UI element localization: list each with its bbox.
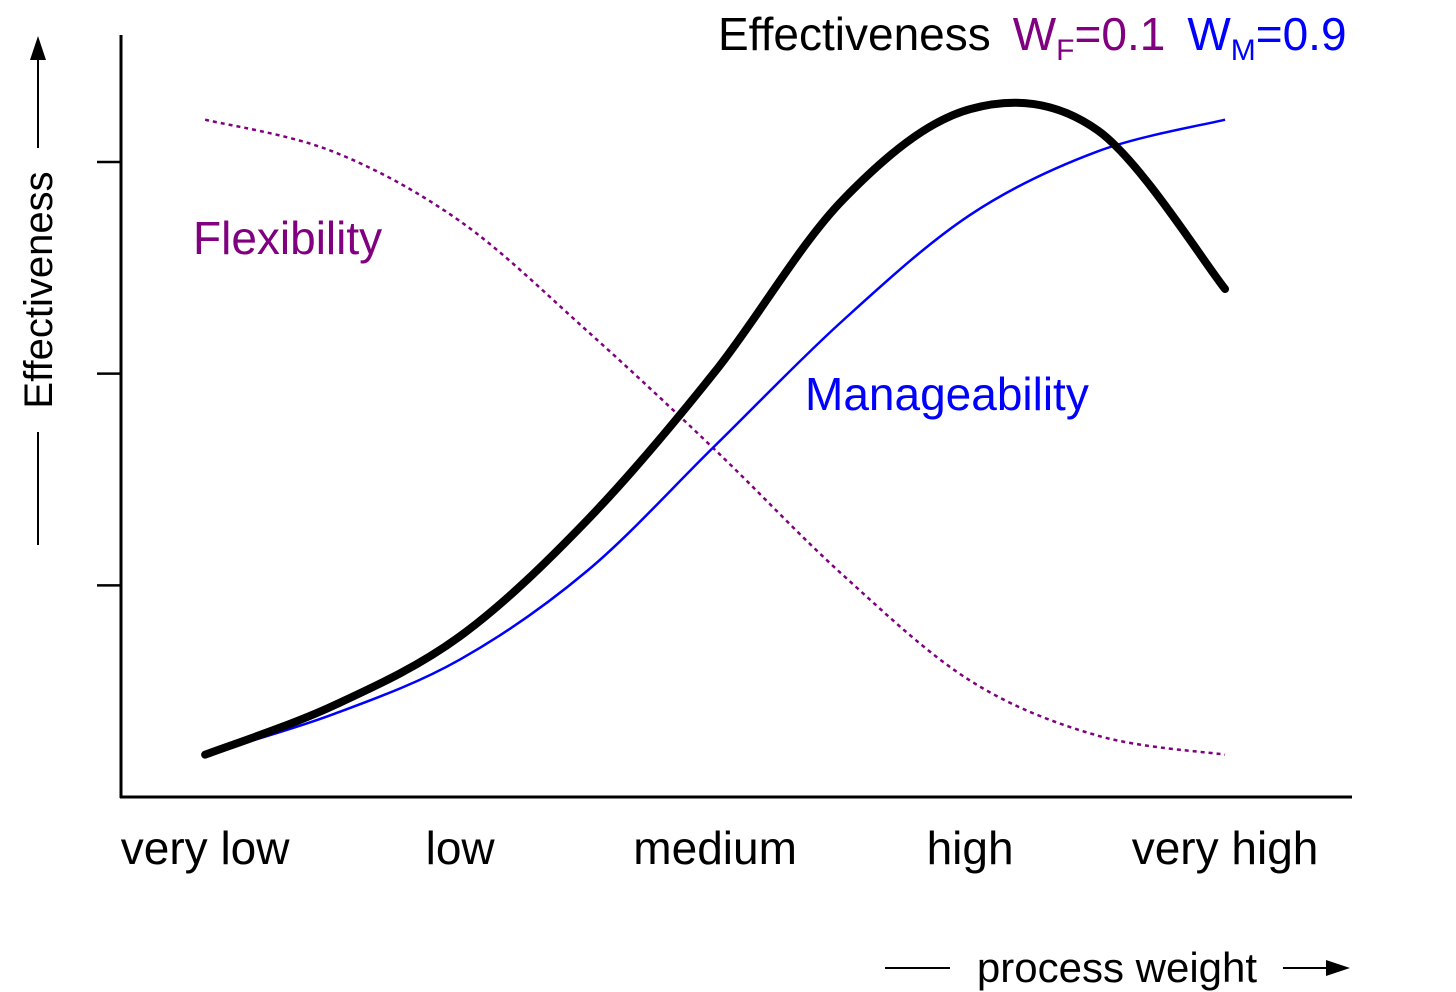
title-rest: =0.9 [1256,8,1347,60]
title-part: W [1013,8,1057,60]
x-axis-label: process weight [977,944,1257,991]
y-label-arrowhead [30,36,46,60]
series-line [204,118,1226,756]
title-part: Effectiveness [718,8,991,60]
x-label-group: process weight [885,944,1350,991]
series-line [201,98,1230,759]
x-tick-label: very low [121,822,290,874]
series-label: Flexibility [193,212,382,264]
title-subscript: F [1056,34,1074,67]
series-label: Manageability [805,368,1089,420]
x-tick-label: high [927,822,1014,874]
x-tick-label: low [426,822,496,874]
y-label-group: Effectiveness [17,36,61,545]
chart-title: Effectiveness WF=0.1 WM=0.9 [718,8,1347,67]
title-subscript: M [1231,34,1256,67]
series-line [204,118,1226,756]
title-part: W [1187,8,1231,60]
x-tick-label: medium [633,822,797,874]
x-tick-label: very high [1132,822,1319,874]
y-axis-label: Effectiveness [17,171,61,408]
x-label-arrowhead [1326,960,1350,976]
title-rest: =0.1 [1075,8,1166,60]
